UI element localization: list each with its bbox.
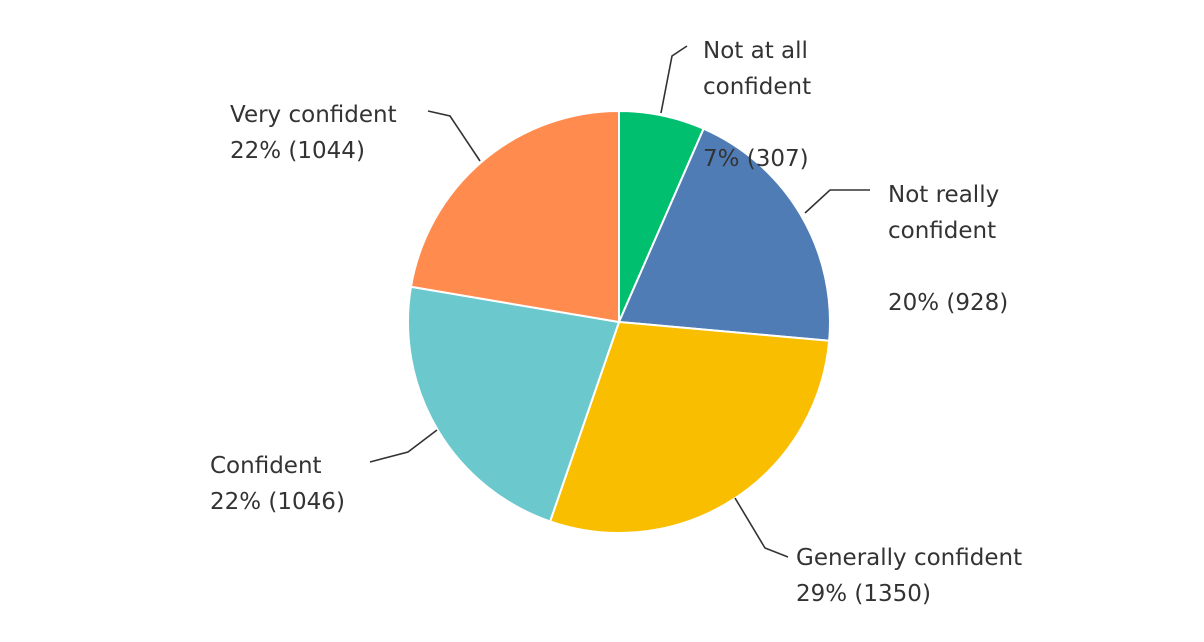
leader-line-not-at-all-confident: [660, 45, 688, 114]
slice-value-label: 22% (1044): [230, 138, 365, 164]
leader-line-not-really-confident: [804, 189, 870, 214]
slice-label-line: Not really: [888, 182, 999, 208]
pie-slice-not-really-confident: [618, 127, 831, 342]
leader-line-very-confident: [427, 110, 481, 162]
leader-line-confident: [369, 429, 438, 463]
slice-labels: Not at all confident 7% (307) Not really con…: [210, 38, 1022, 607]
slice-label-generally-confident: Generally confident 29% (1350): [796, 545, 1022, 607]
pie-slices: [407, 110, 831, 534]
slice-value-label: 22% (1046): [210, 489, 345, 515]
slice-value-label: 20% (928): [888, 290, 1008, 316]
slice-label-line: Generally confident: [796, 545, 1022, 571]
slice-label-line: Very confident: [230, 102, 397, 128]
slice-label-line: Confident: [210, 453, 322, 479]
pie-slice-confident: [407, 285, 620, 523]
slice-value-label: 7% (307): [703, 146, 809, 172]
slice-label-confident: Confident 22% (1046): [210, 453, 345, 515]
slice-label-line: confident: [703, 74, 811, 100]
leader-line-generally-confident: [734, 497, 789, 558]
slice-label-not-at-all-confident: Not at all confident 7% (307): [703, 38, 811, 172]
leader-lines: [369, 45, 870, 558]
slice-label-very-confident: Very confident 22% (1044): [230, 102, 397, 164]
pie-slice-generally-confident: [549, 321, 831, 534]
slice-label-line: Not at all: [703, 38, 808, 64]
slice-label-line: confident: [888, 218, 996, 244]
slice-value-label: 29% (1350): [796, 581, 931, 607]
pie-slice-very-confident: [409, 110, 620, 323]
slice-label-not-really-confident: Not really confident 20% (928): [888, 182, 1008, 316]
